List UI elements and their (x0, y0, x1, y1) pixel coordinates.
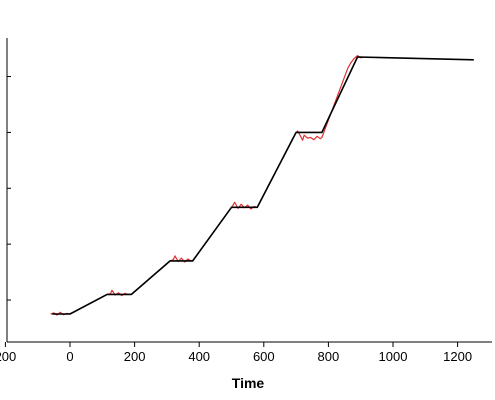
series-layer (50, 54, 474, 316)
series-line-black (52, 56, 474, 315)
plot-area: 200 0 200 400 600 800 1000 1200 (0, 38, 492, 364)
x-tick-label: 200 (0, 349, 16, 364)
x-tick-label: 200 (124, 349, 146, 364)
x-tick-label: 800 (318, 349, 340, 364)
series-line-red (50, 54, 365, 316)
x-tick-label: 0 (66, 349, 73, 364)
x-tick-label: 600 (253, 349, 275, 364)
x-ticks: 200 0 200 400 600 800 1000 1200 (0, 342, 472, 364)
x-axis-title: Time (232, 375, 265, 391)
x-tick-label: 1200 (443, 349, 472, 364)
y-ticks (7, 76, 11, 301)
x-tick-label: 1000 (379, 349, 408, 364)
x-tick-label: 400 (188, 349, 210, 364)
